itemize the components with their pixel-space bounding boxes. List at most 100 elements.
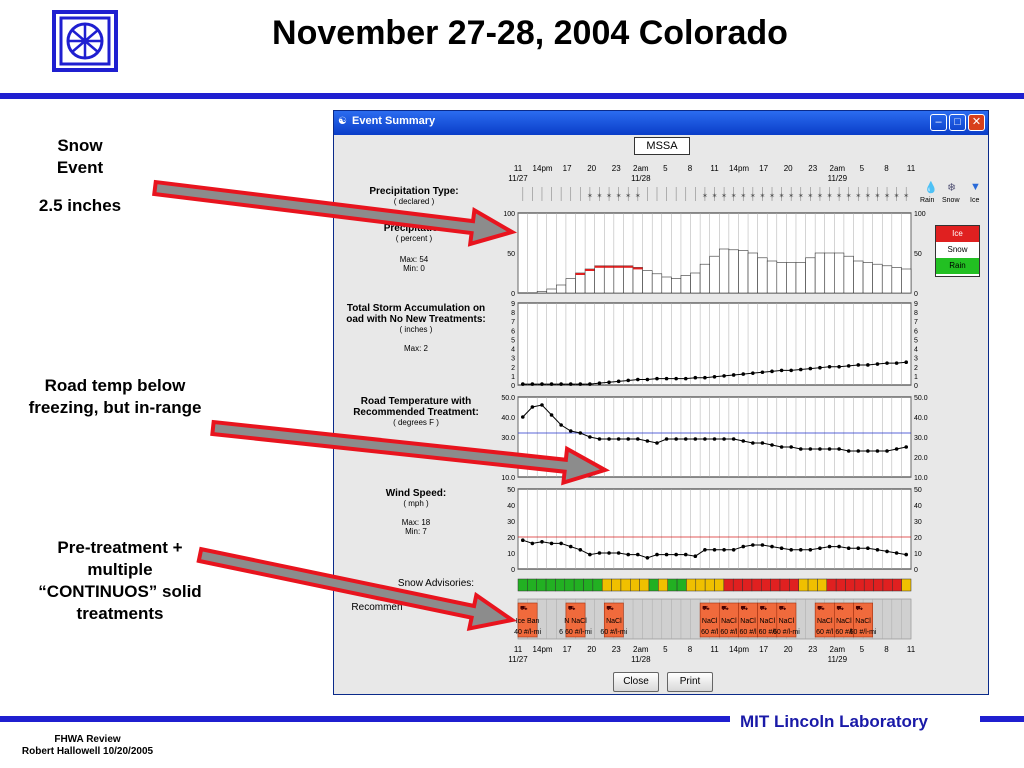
data-point bbox=[798, 447, 803, 451]
precip-type-snow-glyph: ✶ bbox=[616, 192, 622, 200]
data-point bbox=[712, 548, 717, 552]
precip-type-snow-glyph: ✶ bbox=[779, 192, 785, 200]
data-point bbox=[568, 544, 573, 549]
top-time-tick-label: 11 bbox=[514, 164, 523, 173]
precip-type-snow-glyph: ✶ bbox=[606, 192, 612, 200]
data-point bbox=[856, 449, 861, 453]
accum-panel-ytick-left: 2 bbox=[511, 365, 515, 372]
truck-icon: ⛟ bbox=[568, 606, 576, 612]
window-titlebar[interactable]: ☯ Event Summary – □ ✕ bbox=[334, 111, 988, 135]
bottom-time-tick-label: 14pm bbox=[533, 645, 553, 654]
precip-panel-ytick-right: 50 bbox=[914, 251, 922, 258]
top-time-date-label: 11/29 bbox=[828, 174, 848, 183]
data-point bbox=[578, 382, 583, 386]
data-point bbox=[770, 544, 774, 549]
data-point bbox=[789, 368, 793, 373]
data-point bbox=[798, 548, 803, 552]
precip-ice-cap bbox=[613, 265, 624, 268]
precip-type-snow-glyph: ✶ bbox=[597, 192, 603, 200]
accum-panel-ytick-left: 7 bbox=[511, 319, 515, 326]
data-point bbox=[808, 548, 813, 552]
truck-icon: ⛟ bbox=[779, 606, 787, 612]
data-point bbox=[655, 552, 659, 557]
top-time-tick-label: 23 bbox=[808, 164, 817, 173]
data-point bbox=[607, 437, 611, 441]
data-point bbox=[808, 366, 813, 371]
top-time-tick-label: 23 bbox=[612, 164, 621, 173]
data-point bbox=[693, 375, 698, 380]
data-point bbox=[520, 382, 525, 386]
legend-ice-label: Ice bbox=[970, 197, 980, 204]
treatment-top-label: Ice Ban bbox=[516, 618, 540, 625]
data-point bbox=[588, 382, 592, 386]
precip-ice-cap bbox=[623, 265, 634, 268]
data-point bbox=[540, 540, 544, 544]
treatment-top-label: NaCl bbox=[740, 618, 756, 625]
data-point bbox=[626, 552, 631, 557]
header-rule bbox=[0, 93, 1024, 99]
data-point bbox=[607, 380, 611, 385]
truck-icon: ⛟ bbox=[817, 606, 825, 612]
precip-type-snow-glyph: ✶ bbox=[635, 192, 641, 200]
data-point bbox=[866, 363, 870, 367]
data-point bbox=[837, 447, 841, 451]
note-pretreatment: Pre-treatment + multiple “CONTINUOS” sol… bbox=[38, 538, 202, 623]
print-button[interactable]: Print bbox=[667, 672, 713, 692]
treatment-block bbox=[853, 602, 873, 638]
footer-org: MIT Lincoln Laboratory bbox=[740, 712, 928, 731]
data-point bbox=[549, 413, 554, 417]
treatment-bottom-label: 40 #/l-mi bbox=[514, 629, 541, 636]
data-point bbox=[636, 552, 640, 557]
data-point bbox=[866, 546, 870, 550]
maximize-button[interactable]: □ bbox=[949, 114, 966, 131]
data-point bbox=[703, 375, 707, 380]
wind-panel-ytick-right: 0 bbox=[914, 567, 918, 574]
minimize-button[interactable]: – bbox=[930, 114, 947, 131]
top-time-tick-label: 17 bbox=[563, 164, 572, 173]
accum-panel-ytick-right: 5 bbox=[914, 337, 918, 344]
data-point bbox=[664, 376, 669, 381]
data-point bbox=[674, 437, 678, 441]
data-point bbox=[818, 447, 822, 451]
data-point bbox=[904, 445, 909, 449]
data-point bbox=[588, 552, 592, 557]
slide-title: November 27-28, 2004 Colorado bbox=[272, 14, 788, 52]
treatment-top-label: NaCl bbox=[702, 618, 718, 625]
treatment-block bbox=[776, 602, 797, 638]
precip-type-snow-glyph: ✶ bbox=[712, 192, 718, 200]
data-point bbox=[616, 379, 621, 384]
data-point bbox=[798, 367, 803, 372]
close-button[interactable]: Close bbox=[613, 672, 659, 692]
top-time-tick-label: 11 bbox=[710, 164, 719, 173]
treatment-bottom-label: 60 #/l bbox=[739, 629, 757, 636]
treatment-bottom-label: 60 #/l-mi bbox=[773, 629, 800, 636]
data-point bbox=[645, 439, 650, 443]
footer-review: FHWA Review bbox=[54, 734, 121, 745]
precip-panel-ytick-left: 50 bbox=[507, 251, 515, 258]
data-point bbox=[885, 449, 889, 453]
wind-panel-ytick-left: 50 bbox=[507, 487, 515, 494]
wind-panel-ytick-left: 0 bbox=[511, 567, 515, 574]
data-point bbox=[703, 437, 707, 441]
treatment-bottom-label: 60 #/l-mi bbox=[850, 629, 877, 636]
data-point bbox=[722, 437, 726, 441]
footer-rule-left bbox=[0, 716, 730, 722]
data-point bbox=[837, 544, 841, 549]
close-window-button[interactable]: ✕ bbox=[968, 114, 985, 131]
accum-panel-ytick-left: 8 bbox=[511, 310, 515, 317]
data-point bbox=[846, 364, 851, 368]
precip-type-legend: 💧 ❄ ▼ Rain Snow Ice bbox=[918, 181, 988, 209]
bottom-time-tick-label: 14pm bbox=[729, 645, 749, 654]
treatment-bottom-label: 60 #/l bbox=[759, 629, 777, 636]
data-point bbox=[731, 373, 736, 377]
bottom-time-tick-label: 5 bbox=[663, 645, 668, 654]
data-point bbox=[866, 449, 870, 453]
precip-type-snow-glyph: ✶ bbox=[759, 192, 765, 200]
note-snow-amount: 2.5 inches bbox=[38, 196, 122, 215]
road-temp-panel-ytick-right: 30.0 bbox=[914, 435, 928, 442]
data-point bbox=[722, 374, 726, 378]
data-point bbox=[712, 437, 717, 441]
data-point bbox=[789, 445, 793, 449]
data-point bbox=[875, 548, 880, 552]
data-point bbox=[693, 554, 698, 558]
